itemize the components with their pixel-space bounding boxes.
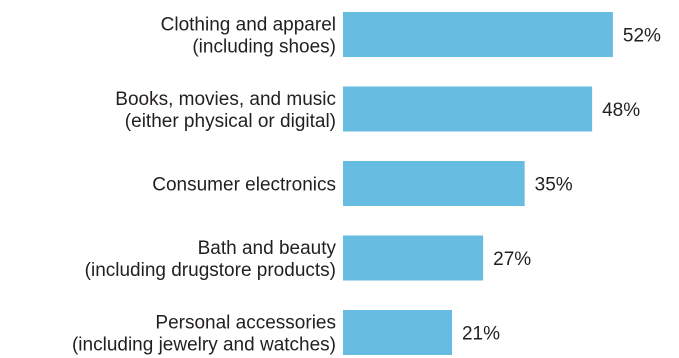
bars: [343, 12, 613, 355]
value-label-4: 27%: [493, 249, 531, 270]
category-label-line: Clothing and apparel: [161, 15, 336, 36]
category-label-line: (either physical or digital): [125, 111, 336, 132]
category-label-line: Books, movies, and music: [115, 89, 336, 110]
bar-5: [343, 310, 452, 355]
value-label-5: 21%: [462, 324, 500, 345]
category-label-line: Bath and beauty: [198, 238, 337, 259]
category-label-line: (including drugstore products): [85, 260, 336, 281]
category-label-line: (including jewelry and watches): [72, 335, 336, 356]
category-label-2: Books, movies, and music (either physical…: [115, 89, 336, 132]
bar-1: [343, 12, 613, 57]
value-label-2: 48%: [602, 100, 640, 121]
value-label-1: 52%: [623, 26, 661, 47]
bar-4: [343, 235, 484, 281]
category-label-5: Personal accessories (including jewelry a…: [72, 313, 336, 356]
value-label-3: 35%: [535, 175, 573, 196]
category-labels: Clothing and apparel (including shoes) Boo…: [72, 15, 337, 356]
category-label-4: Bath and beauty (including drugstore prod…: [85, 238, 337, 281]
category-label-3: Consumer electronics: [152, 175, 336, 196]
bar-2: [343, 86, 593, 132]
category-label-line: Consumer electronics: [152, 175, 336, 196]
category-label-1: Clothing and apparel (including shoes): [161, 15, 336, 58]
bar-3: [343, 161, 525, 206]
category-label-line: Personal accessories: [155, 313, 336, 334]
category-label-line: (including shoes): [192, 37, 336, 58]
value-labels: 52% 48% 35% 27% 21%: [462, 26, 661, 345]
